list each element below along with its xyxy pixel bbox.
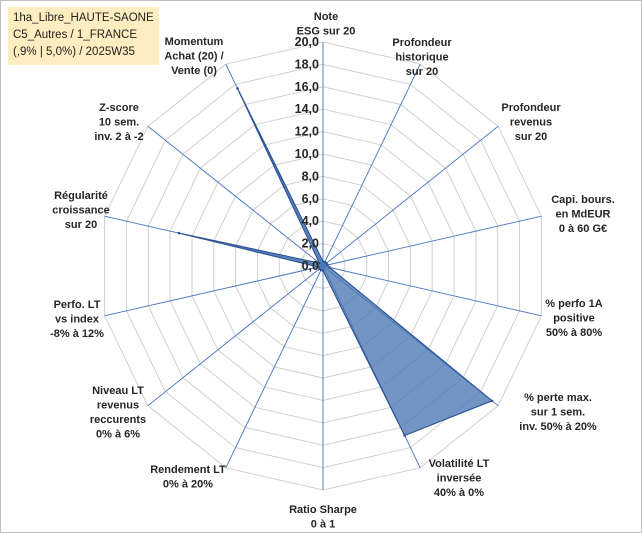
data-point <box>318 261 321 265</box>
axis-spoke <box>147 125 324 267</box>
chart-title-box: 1ha_Libre_HAUTE-SAONE C5_Autres / 1_FRAN… <box>8 7 159 65</box>
title-line-3: (,9% | 5,0%) / 2025W35 <box>13 46 135 58</box>
data-point <box>328 266 331 269</box>
axis-spoke <box>322 64 421 267</box>
title-line-2: C5_Autres / 1_FRANCE <box>13 29 137 41</box>
r-tick-label: 8,0 <box>302 169 319 183</box>
r-tick-label: 2,0 <box>302 237 319 251</box>
data-point <box>177 231 181 235</box>
r-tick-label: 10,0 <box>295 147 319 161</box>
r-tick-label: 6,0 <box>302 192 319 206</box>
axis-label: Profondeur revenus sur 20 <box>501 102 561 143</box>
axis-label: Momentum Achat (20) / Vente (0) <box>164 36 223 77</box>
axis-label: Perfo. LT vs index -8% à 12% <box>50 299 104 340</box>
axis-label: % perte max. sur 1 sem. inv. 50% à 20% <box>519 392 597 433</box>
r-tick-label: 0,0 <box>302 259 319 273</box>
data-point <box>403 434 406 437</box>
data-point <box>490 399 494 403</box>
r-tick-label: 14,0 <box>295 102 319 116</box>
r-tick-label: 12,0 <box>295 125 319 139</box>
axis-label: % perfo 1A positive 50% à 80% <box>545 298 603 339</box>
axis-label: Note ESG sur 20 <box>297 11 356 38</box>
axis-label: Niveau LT revenus reccurents 0% à 6% <box>90 385 146 441</box>
axis-label: Rendement LT 0% à 20% <box>150 464 226 491</box>
data-point <box>317 265 320 269</box>
data-point <box>326 263 329 267</box>
axis-spoke <box>322 215 542 267</box>
axis-label: Régularité croissance sur 20 <box>52 190 109 231</box>
axis-label: Capi. bours. en MdEUR 0 à 60 G€ <box>551 194 615 235</box>
axis-label: Ratio Sharpe 0 à 1 <box>289 504 357 531</box>
title-line-1: 1ha_Libre_HAUTE-SAONE <box>13 12 154 24</box>
axis-spoke <box>104 265 324 317</box>
axis-spoke <box>147 265 324 407</box>
axis-spoke <box>322 125 499 267</box>
axis-label: Profondeur historique sur 20 <box>392 37 452 78</box>
data-point <box>236 87 239 90</box>
axis-spoke <box>322 265 542 317</box>
axis-label: Volatilité LT inversée 40% à 0% <box>429 458 490 499</box>
r-tick-label: 16,0 <box>295 80 319 94</box>
r-tick-label: 18,0 <box>295 57 319 71</box>
axis-spoke <box>225 265 324 468</box>
r-tick-label: 4,0 <box>302 214 319 228</box>
r-tick-label: 20,0 <box>295 35 319 49</box>
axis-label: Z-score 10 sem. inv. 2 à -2 <box>94 102 143 143</box>
